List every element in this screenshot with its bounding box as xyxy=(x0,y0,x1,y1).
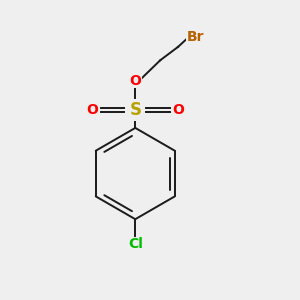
Text: O: O xyxy=(172,103,184,117)
Text: O: O xyxy=(129,74,141,88)
Text: S: S xyxy=(129,101,141,119)
Text: Br: Br xyxy=(187,30,204,44)
Text: O: O xyxy=(87,103,98,117)
Text: Cl: Cl xyxy=(128,237,143,251)
